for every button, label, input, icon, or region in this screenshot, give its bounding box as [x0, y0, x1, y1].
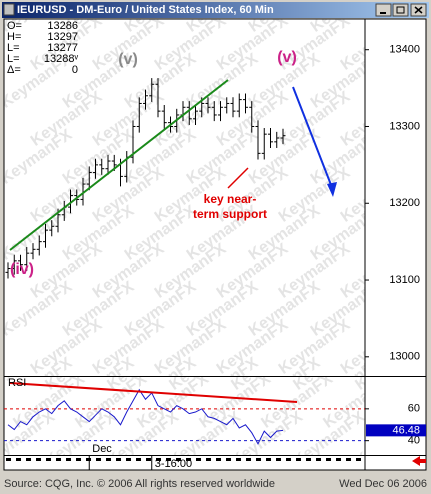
y-tick-label: 13400	[389, 44, 420, 56]
date-strip	[176, 458, 181, 461]
date-strip	[86, 458, 91, 461]
date-strip	[356, 458, 361, 461]
date-strip	[116, 458, 121, 461]
date-strip	[96, 458, 101, 461]
rsi-line	[7, 388, 284, 445]
date-strip	[206, 458, 211, 461]
date-strip	[286, 458, 291, 461]
rsi-trendline	[9, 382, 298, 403]
footer-source: Source: CQG, Inc. © 2006 All rights rese…	[4, 478, 275, 490]
info-value: 13286	[47, 20, 78, 32]
info-value: 13297	[47, 31, 78, 43]
info-value: 13277	[47, 42, 78, 54]
annotation: term support	[193, 207, 267, 221]
last-value-box	[366, 424, 426, 437]
date-strip	[46, 458, 51, 461]
icon	[396, 6, 405, 14]
date-strip	[156, 458, 161, 461]
date-strip	[226, 458, 231, 461]
date-strip	[306, 458, 311, 461]
window-buttons[interactable]	[375, 3, 427, 17]
annotation: (v)	[277, 49, 297, 66]
date-strip	[186, 458, 191, 461]
date-strip	[296, 458, 301, 461]
scroll-arrow[interactable]	[412, 456, 426, 466]
date-strip	[76, 458, 81, 461]
title-bar	[2, 2, 429, 18]
maximize-button[interactable]	[392, 3, 409, 17]
date-strip	[256, 458, 261, 461]
info-value: 13288ᵛ	[44, 53, 79, 65]
chart-border	[3, 18, 427, 471]
y-tick-label: 13100	[389, 274, 420, 286]
date-strip	[126, 458, 131, 461]
info-label: L=	[7, 53, 20, 65]
date-strip	[36, 458, 41, 461]
date-strip	[136, 458, 141, 461]
date-strip	[346, 458, 351, 461]
annotation: key near-	[204, 192, 257, 206]
date-strip	[166, 458, 171, 461]
date-strip	[316, 458, 321, 461]
date-strip	[26, 458, 31, 461]
trendline	[9, 79, 229, 251]
arrow	[292, 86, 334, 191]
y-tick-label: 40	[408, 435, 420, 447]
annotation: (v)	[118, 51, 138, 68]
info-label: O=	[7, 20, 22, 32]
date-strip	[276, 458, 281, 461]
date-strip	[236, 458, 241, 461]
date-strip	[336, 458, 341, 461]
date-strip	[56, 458, 61, 461]
date-strip	[326, 458, 331, 461]
x-tick-label: 3-16:00	[155, 458, 192, 470]
date-strip	[106, 458, 111, 461]
app-icon	[3, 3, 15, 16]
info-label: L=	[7, 42, 20, 54]
date-strip	[196, 458, 201, 461]
last-value-label: 46.48	[392, 424, 420, 436]
panel-title: RSI	[8, 377, 26, 389]
info-value: 0	[72, 64, 78, 76]
icon	[414, 6, 423, 14]
footer-date: Wed Dec 06 2006	[339, 478, 427, 490]
x-tick-label: Dec	[92, 443, 112, 455]
info-label: H=	[7, 31, 21, 43]
y-tick-label: 13000	[389, 351, 420, 363]
arrow-head	[327, 182, 337, 197]
date-strip	[266, 458, 271, 461]
y-tick-label: 13200	[389, 197, 420, 209]
y-tick-label: 13300	[389, 120, 420, 132]
date-strip	[66, 458, 71, 461]
window-title: IEURUSD - DM-Euro / United States Index,…	[17, 4, 274, 16]
date-strip	[216, 458, 221, 461]
date-strip	[16, 458, 21, 461]
date-strip	[246, 458, 251, 461]
info-label: Δ=	[7, 64, 21, 76]
chart-area	[4, 19, 426, 470]
pointer-line	[227, 167, 249, 189]
date-strip	[6, 458, 11, 461]
y-tick-label: 60	[408, 403, 420, 415]
date-strip	[146, 458, 151, 461]
annotation: (iv)	[10, 261, 34, 278]
minimize-button[interactable]	[375, 3, 392, 17]
plot: O= 13286 H= 13297 L= 13277 L= 13288ᵛ Δ= 0 13000 131…	[4, 20, 426, 470]
